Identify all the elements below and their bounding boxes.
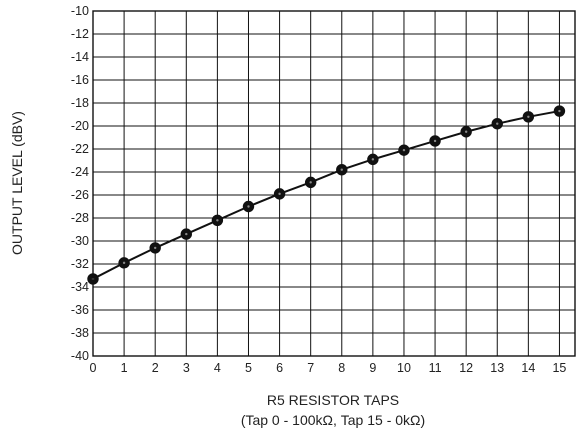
x-tick-label: 10 — [397, 361, 411, 375]
y-tick-label: -16 — [71, 73, 89, 87]
plot-frame — [92, 10, 576, 357]
grid-lines — [92, 10, 575, 357]
y-tick-label: -24 — [71, 165, 89, 179]
x-tick-label: 0 — [90, 361, 97, 375]
data-point-center — [433, 139, 437, 143]
y-tick-label: -34 — [71, 280, 89, 294]
y-axis-title: OUTPUT LEVEL (dBV) — [9, 111, 25, 255]
x-tick-label: 6 — [276, 361, 283, 375]
data-point-center — [216, 219, 219, 222]
y-tick-label: -14 — [71, 50, 89, 64]
data-point-center — [340, 168, 343, 171]
y-tick-label: -18 — [71, 96, 89, 110]
data-point-center — [371, 158, 375, 161]
x-tick-label: 4 — [214, 361, 221, 375]
x-tick-label: 8 — [338, 361, 345, 375]
x-tick-label: 9 — [369, 361, 376, 375]
y-tick-label: -20 — [71, 119, 89, 133]
x-tick-label: 5 — [245, 361, 252, 375]
x-tick-label: 14 — [521, 361, 535, 375]
data-point-center — [496, 122, 499, 125]
y-tick-labels: -10 -12 -14 -16 -18 -20 -22 -24 -26 -28 -30 -32 -34 -… — [71, 4, 89, 363]
x-tick-labels: 0 1 2 3 4 5 6 7 8 9 10 11 12 13 14 15 — [90, 361, 567, 375]
x-axis-title: R5 RESISTOR TAPS — [267, 392, 399, 408]
y-tick-label: -12 — [71, 27, 89, 41]
data-point-center — [278, 192, 281, 196]
x-tick-label: 2 — [152, 361, 159, 375]
y-tick-label: -36 — [71, 303, 89, 317]
data-point-center — [558, 109, 561, 113]
y-tick-label: -40 — [71, 349, 89, 363]
y-tick-label: -26 — [71, 188, 89, 202]
data-point-center — [464, 130, 468, 133]
data-point-center — [402, 148, 406, 152]
x-tick-label: 11 — [429, 361, 442, 375]
data-point-center — [153, 246, 157, 250]
y-tick-label: -28 — [71, 211, 89, 225]
y-tick-label: -32 — [71, 257, 89, 271]
x-tick-label: 15 — [552, 361, 566, 375]
data-point-center — [247, 205, 250, 208]
y-tick-label: -10 — [71, 4, 89, 18]
x-tick-label: 7 — [307, 361, 314, 375]
series-layer — [87, 105, 566, 285]
data-point-center — [122, 261, 126, 265]
y-tick-label: -38 — [71, 326, 89, 340]
x-tick-label: 1 — [121, 361, 128, 375]
y-tick-label: -22 — [71, 142, 89, 156]
series-line — [92, 110, 560, 280]
x-tick-label: 3 — [183, 361, 190, 375]
x-tick-label: 13 — [490, 361, 504, 375]
data-point-center — [527, 115, 530, 119]
data-point-center — [185, 232, 188, 236]
x-tick-label: 12 — [459, 361, 473, 375]
x-axis-subtitle: (Tap 0 - 100kΩ, Tap 15 - 0kΩ) — [241, 412, 425, 428]
y-tick-label: -30 — [71, 234, 89, 248]
data-point-center — [309, 181, 312, 184]
